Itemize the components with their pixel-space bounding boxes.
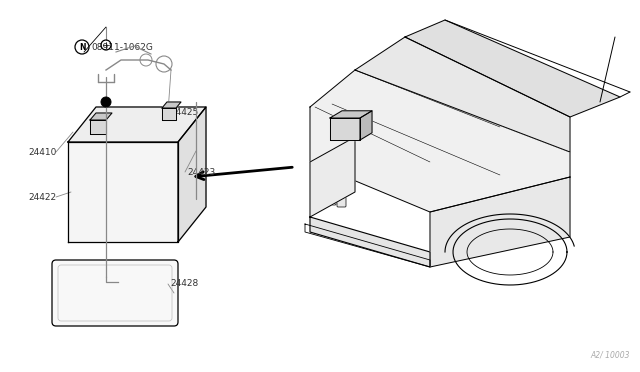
Polygon shape [162, 108, 176, 120]
Text: 24423: 24423 [187, 167, 215, 176]
Polygon shape [330, 111, 372, 118]
Text: N: N [79, 42, 85, 51]
Polygon shape [310, 137, 355, 217]
FancyBboxPatch shape [337, 193, 346, 207]
Text: A2/ 10003: A2/ 10003 [591, 351, 630, 360]
Polygon shape [68, 107, 206, 142]
Text: 24422: 24422 [28, 192, 56, 202]
Polygon shape [178, 107, 206, 242]
Polygon shape [310, 217, 430, 267]
Polygon shape [360, 111, 372, 140]
Text: 24425: 24425 [170, 108, 198, 116]
Polygon shape [68, 142, 178, 242]
FancyBboxPatch shape [327, 191, 336, 205]
FancyBboxPatch shape [52, 260, 178, 326]
Text: 24410: 24410 [28, 148, 56, 157]
FancyBboxPatch shape [317, 189, 326, 203]
Polygon shape [90, 113, 112, 120]
Polygon shape [330, 118, 360, 140]
Polygon shape [405, 20, 620, 117]
Polygon shape [310, 70, 570, 212]
Circle shape [101, 97, 111, 107]
Polygon shape [355, 37, 570, 152]
Polygon shape [430, 177, 570, 267]
Text: 24428: 24428 [170, 279, 198, 289]
Polygon shape [162, 102, 181, 108]
Polygon shape [90, 120, 106, 134]
Text: 08911-1062G: 08911-1062G [91, 42, 153, 51]
